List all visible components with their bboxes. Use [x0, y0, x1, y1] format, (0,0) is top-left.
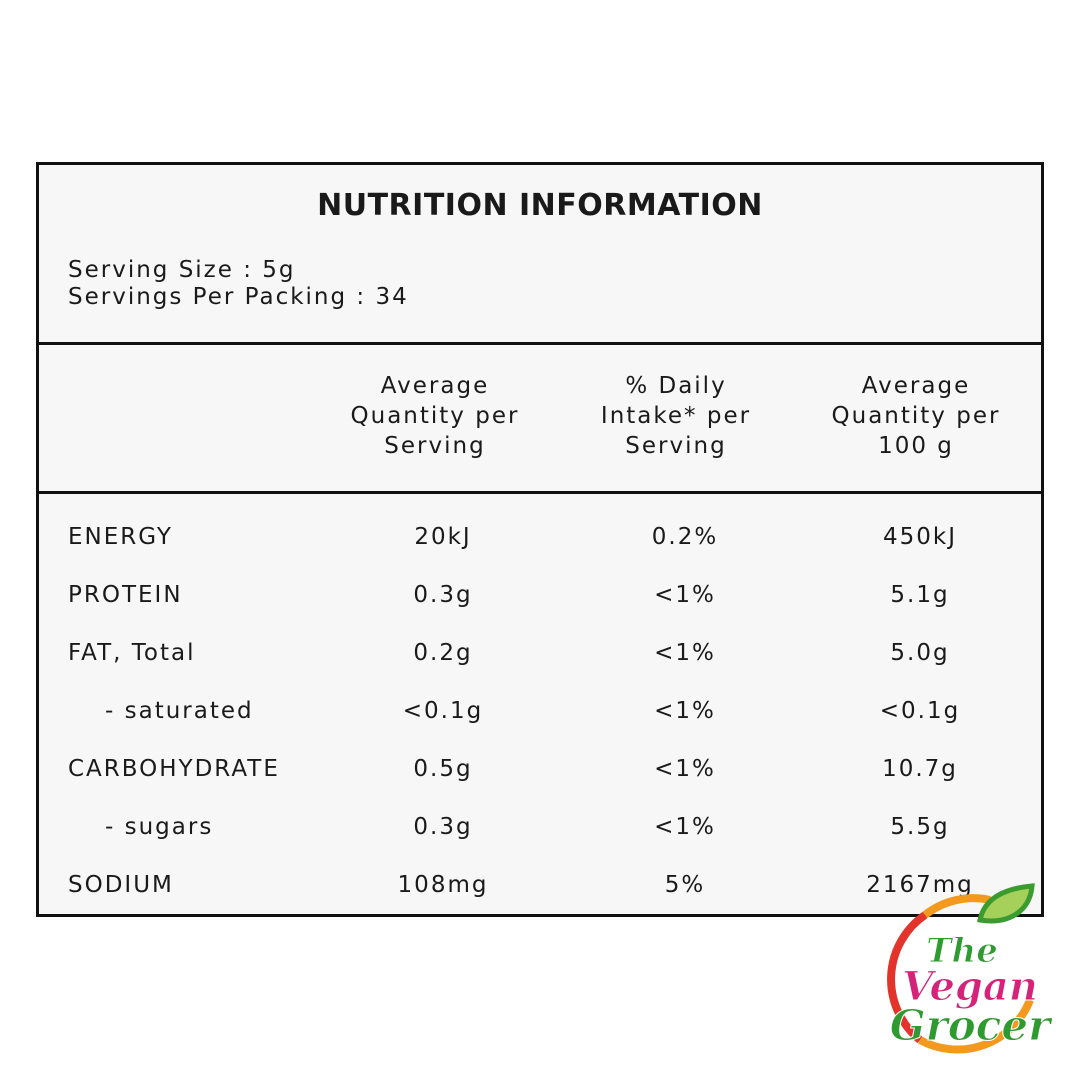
title: NUTRITION INFORMATION [317, 188, 763, 223]
logo-leaf [977, 883, 1035, 924]
nutrient-value: <1% [654, 698, 716, 724]
nutrient-label: FAT, Total [68, 640, 196, 666]
nutrient-value: 0.2% [651, 524, 719, 550]
nutrient-value: 0.3g [413, 582, 473, 608]
nutrient-value: 2167mg [866, 872, 974, 898]
nutrient-value: <0.1g [879, 698, 961, 724]
nutrient-value: 5.1g [890, 582, 950, 608]
nutrient-value: 10.7g [882, 756, 958, 782]
serving-info: Servings Per Packing : 34 [68, 284, 409, 310]
column-header: % Daily [625, 373, 727, 399]
nutrient-value: <1% [654, 582, 716, 608]
nutrient-value: 5.0g [890, 640, 950, 666]
logo-text: Vegan [902, 963, 1038, 1010]
logo-text: Grocer [890, 1001, 1053, 1050]
nutrient-label: - sugars [105, 814, 214, 840]
nutrient-label: CARBOHYDRATE [68, 756, 280, 782]
column-header: Quantity per [831, 403, 1001, 429]
nutrient-value: 108mg [397, 872, 489, 898]
nutrient-label: SODIUM [68, 872, 174, 898]
nutrient-value: <1% [654, 814, 716, 840]
nutrient-label: - saturated [105, 698, 254, 724]
nutrient-label: PROTEIN [68, 582, 183, 608]
nutrient-value: 20kJ [414, 524, 472, 550]
logo-arc [918, 998, 1034, 1054]
logo-arc [922, 894, 991, 919]
column-header: Serving [384, 433, 486, 459]
column-header: Quantity per [350, 403, 520, 429]
logo-arc [887, 911, 928, 1044]
column-header: Intake* per [600, 403, 752, 429]
column-header: Average [380, 373, 490, 399]
column-header: 100 g [878, 433, 954, 459]
nutrient-value: <0.1g [402, 698, 484, 724]
nutrient-value: <1% [654, 756, 716, 782]
column-header: Serving [625, 433, 727, 459]
nutrient-value: 0.3g [413, 814, 473, 840]
nutrient-value: <1% [654, 640, 716, 666]
serving-info: Serving Size : 5g [68, 257, 296, 283]
nutrient-value: 0.2g [413, 640, 473, 666]
nutrition-panel: NUTRITION INFORMATION Serving Size : 5g Se… [36, 162, 1044, 917]
divider [39, 491, 1041, 494]
nutrient-value: 5% [664, 872, 706, 898]
divider [39, 342, 1041, 345]
nutrient-value: 5.5g [890, 814, 950, 840]
column-header: Average [861, 373, 971, 399]
nutrient-label: ENERGY [68, 524, 173, 550]
nutrient-value: 0.5g [413, 756, 473, 782]
logo-text: The [926, 931, 998, 971]
nutrient-value: 450kJ [882, 524, 957, 550]
